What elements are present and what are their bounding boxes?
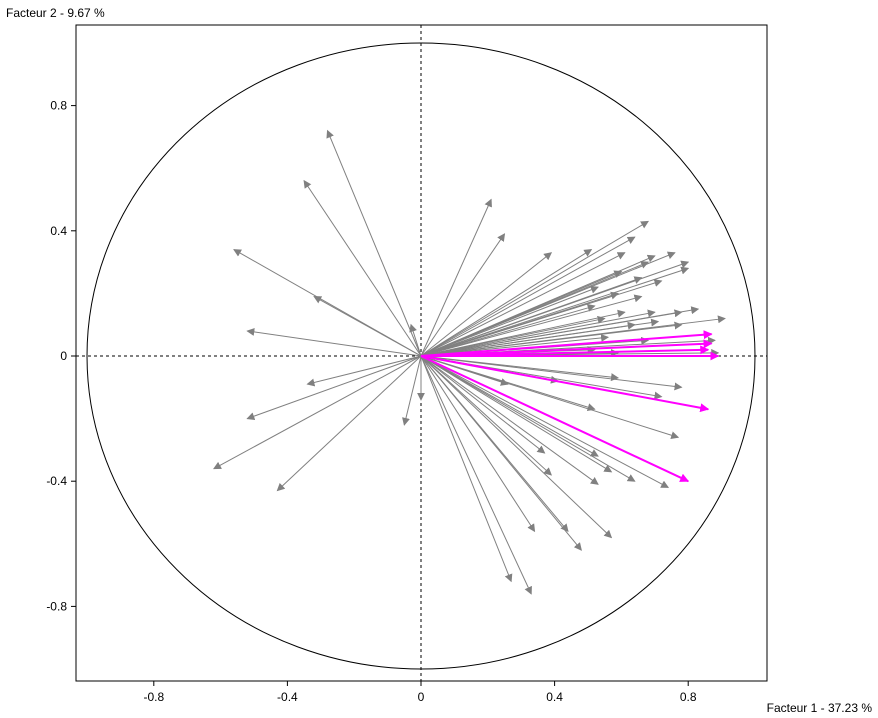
vector-arrow <box>420 321 683 357</box>
vector-arrow <box>420 249 593 357</box>
vector-arrow <box>246 355 422 420</box>
vector-arrow <box>420 330 713 357</box>
vector-arrow <box>246 327 422 357</box>
vector-arrow <box>420 355 546 454</box>
x-tick-label: -0.8 <box>143 690 164 704</box>
vector-arrow <box>420 355 536 533</box>
vector-arrow <box>213 355 422 470</box>
vector-arrow <box>420 355 670 488</box>
vector-arrow <box>420 355 690 483</box>
vector-arrow <box>276 355 422 492</box>
vector-arrow <box>420 355 683 391</box>
vector-arrow <box>303 179 422 357</box>
vector-arrow <box>420 355 613 539</box>
vector-arrow <box>420 355 613 473</box>
axis-ticks: -0.8 -0.4 0 0.4 0.8 0.8 0.4 0 -0.4 -0.8 <box>46 99 697 704</box>
vector-arrow <box>420 236 636 357</box>
vector-arrow <box>420 306 700 357</box>
x-tick-label: 0.4 <box>546 690 563 704</box>
vector-arrow <box>306 355 422 387</box>
vector-arrow <box>420 355 636 482</box>
vector-arrow <box>420 304 596 357</box>
vector-arrow <box>420 355 710 413</box>
vector-arrow <box>420 355 680 440</box>
vector-arrow <box>420 252 553 357</box>
unit-circle <box>86 42 756 670</box>
y-tick-label: 0.8 <box>50 99 67 113</box>
vector-arrow <box>420 294 643 357</box>
y-tick-label: -0.8 <box>46 599 67 613</box>
vector-arrow <box>326 129 422 357</box>
vector-arrow <box>420 355 599 457</box>
vector-arrow <box>420 355 582 551</box>
y-axis-label: Facteur 2 - 9.67 % <box>6 6 105 20</box>
x-axis-label: Facteur 1 - 37.23 % <box>767 701 873 715</box>
vector-arrow <box>420 345 710 357</box>
vector-arrow <box>420 355 552 476</box>
vector-arrow <box>420 339 713 357</box>
vector-arrow <box>420 309 656 357</box>
y-tick-label: 0 <box>60 349 67 363</box>
vector-arrow <box>420 276 643 357</box>
vector-arrow <box>420 355 513 583</box>
x-tick-label: 0.8 <box>680 690 697 704</box>
reference-lines <box>76 25 767 681</box>
vector-arrow <box>420 252 626 357</box>
y-tick-label: -0.4 <box>46 474 67 488</box>
vector-arrow <box>420 355 532 595</box>
vector-arrow <box>420 285 599 357</box>
vector-arrow <box>420 233 506 357</box>
x-tick-label: 0 <box>418 690 425 704</box>
vector-arrow <box>313 296 422 357</box>
vector-arrow <box>420 270 623 357</box>
x-tick-label: -0.4 <box>277 690 298 704</box>
vector-arrow <box>420 355 599 485</box>
vector-series-gray <box>213 129 726 595</box>
y-tick-label: 0.4 <box>50 224 67 238</box>
vector-arrow <box>420 291 620 357</box>
vector-series-highlight <box>420 330 720 483</box>
vector-arrow <box>409 323 422 357</box>
vector-arrow <box>420 321 636 357</box>
vector-arrow <box>420 220 649 357</box>
vector-arrow <box>420 198 492 357</box>
vector-arrow <box>402 355 422 426</box>
vector-arrow <box>420 315 606 357</box>
